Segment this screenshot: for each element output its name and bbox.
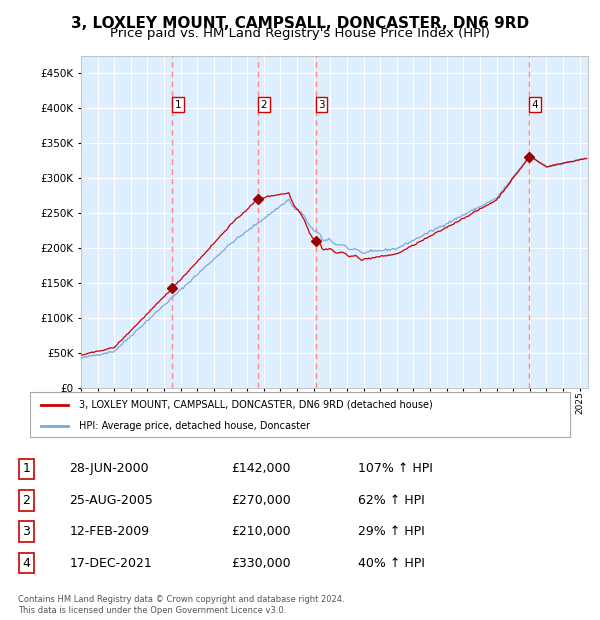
Text: 3, LOXLEY MOUNT, CAMPSALL, DONCASTER, DN6 9RD (detached house): 3, LOXLEY MOUNT, CAMPSALL, DONCASTER, DN… — [79, 400, 433, 410]
Text: 40% ↑ HPI: 40% ↑ HPI — [358, 557, 424, 570]
Text: £210,000: £210,000 — [231, 525, 290, 538]
Text: This data is licensed under the Open Government Licence v3.0.: This data is licensed under the Open Gov… — [18, 606, 286, 616]
Text: 62% ↑ HPI: 62% ↑ HPI — [358, 494, 424, 507]
Text: 3: 3 — [318, 100, 325, 110]
Text: 1: 1 — [22, 463, 31, 476]
Text: HPI: Average price, detached house, Doncaster: HPI: Average price, detached house, Donc… — [79, 421, 310, 431]
Text: 29% ↑ HPI: 29% ↑ HPI — [358, 525, 424, 538]
Text: 17-DEC-2021: 17-DEC-2021 — [70, 557, 152, 570]
Text: £142,000: £142,000 — [231, 463, 290, 476]
Text: 107% ↑ HPI: 107% ↑ HPI — [358, 463, 433, 476]
Text: 2: 2 — [22, 494, 31, 507]
Text: 3, LOXLEY MOUNT, CAMPSALL, DONCASTER, DN6 9RD: 3, LOXLEY MOUNT, CAMPSALL, DONCASTER, DN… — [71, 16, 529, 31]
Text: 25-AUG-2005: 25-AUG-2005 — [70, 494, 154, 507]
Text: 1: 1 — [175, 100, 181, 110]
Text: Contains HM Land Registry data © Crown copyright and database right 2024.: Contains HM Land Registry data © Crown c… — [18, 595, 344, 604]
Text: Price paid vs. HM Land Registry's House Price Index (HPI): Price paid vs. HM Land Registry's House … — [110, 27, 490, 40]
Text: 12-FEB-2009: 12-FEB-2009 — [70, 525, 150, 538]
Text: 4: 4 — [532, 100, 538, 110]
Text: 3: 3 — [22, 525, 31, 538]
Text: 2: 2 — [260, 100, 267, 110]
Text: £270,000: £270,000 — [231, 494, 290, 507]
Text: £330,000: £330,000 — [231, 557, 290, 570]
Text: 4: 4 — [22, 557, 31, 570]
Text: 28-JUN-2000: 28-JUN-2000 — [70, 463, 149, 476]
